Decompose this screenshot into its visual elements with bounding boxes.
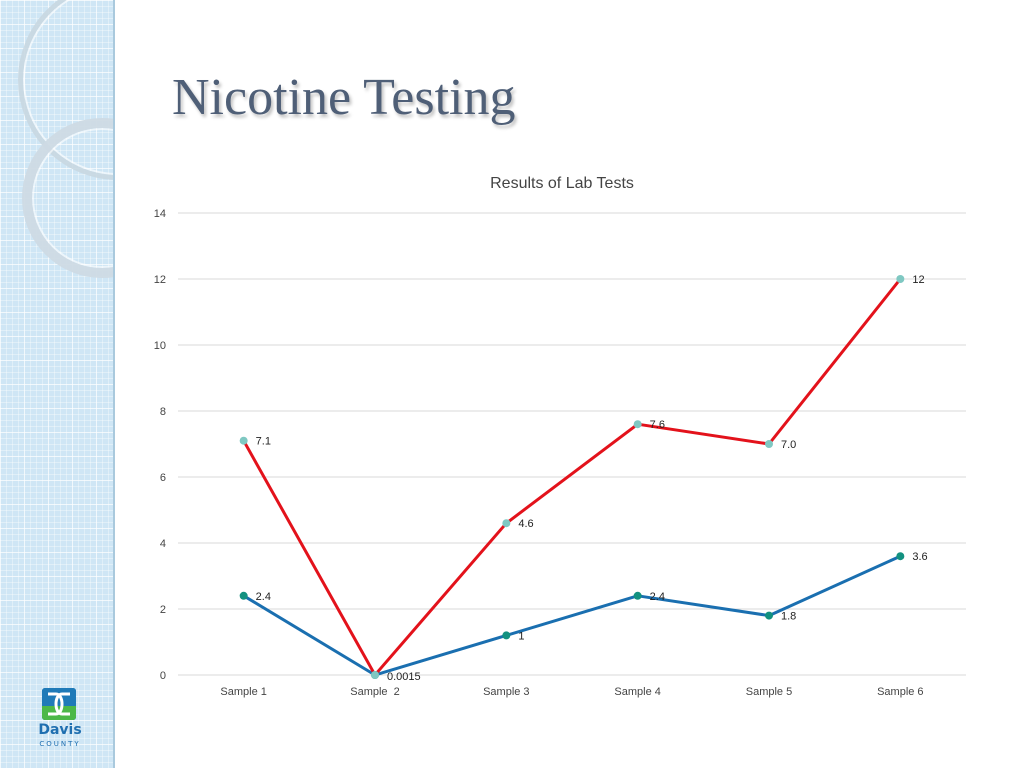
data-label: 12 (912, 274, 924, 286)
slide-title: Nicotine Testing (172, 69, 516, 126)
data-point (239, 436, 248, 445)
data-point (896, 275, 905, 283)
data-label: 0.0015 (387, 671, 421, 683)
logo-subtitle: COUNTY (39, 740, 81, 748)
y-tick-label: 12 (154, 274, 166, 286)
data-label: 2.4 (650, 591, 665, 603)
line-chart: Results of Lab Tests 0 2 4 6 8 10 12 14 Sample 1… (130, 170, 990, 710)
x-tick-label: Sample 1 (220, 686, 266, 698)
data-label: 2.4 (256, 591, 271, 603)
data-label: 3.6 (912, 551, 927, 563)
y-tick-label: 4 (160, 538, 166, 550)
data-label: 7.1 (256, 436, 271, 448)
data-label: 1 (518, 630, 524, 642)
series-line (242, 278, 902, 677)
chart-plot: 0 2 4 6 8 10 12 14 Sample 1 Sample 2 Sample 3 Sampl… (154, 208, 966, 698)
data-label: 7.6 (650, 419, 665, 431)
data-point (633, 591, 642, 600)
series-line (242, 554, 901, 677)
logo-word: Davis (38, 722, 82, 738)
decorative-ring (22, 118, 113, 278)
x-tick-label: Sample 6 (877, 686, 923, 698)
data-point (896, 552, 905, 561)
data-label: 1.8 (781, 611, 796, 623)
chart-title: Results of Lab Tests (490, 175, 634, 192)
data-point (765, 440, 773, 448)
sidebar-decoration: Davis COUNTY (0, 0, 115, 768)
x-tick-label: Sample 3 (483, 686, 529, 698)
y-tick-label: 0 (160, 670, 166, 682)
y-tick-label: 14 (154, 208, 166, 220)
data-label: 7.0 (781, 439, 796, 451)
x-tick-label: Sample 4 (614, 686, 660, 698)
y-tick-label: 2 (160, 604, 166, 616)
logo-mark-icon (42, 688, 76, 720)
y-tick-label: 6 (160, 472, 166, 484)
x-tick-label: Sample 2 (350, 686, 400, 698)
data-point (239, 591, 248, 600)
data-point (371, 670, 379, 679)
data-point (502, 519, 511, 528)
x-tick-label: Sample 5 (746, 686, 792, 698)
county-logo: Davis COUNTY (30, 688, 90, 752)
y-tick-label: 10 (154, 340, 166, 352)
y-tick-label: 8 (160, 406, 166, 418)
data-point (765, 611, 773, 620)
data-point (502, 631, 511, 640)
data-label: 4.6 (518, 518, 533, 530)
data-point (633, 420, 642, 429)
